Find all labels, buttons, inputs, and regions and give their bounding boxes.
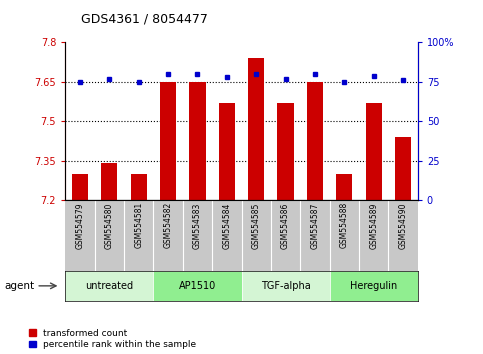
- Text: GSM554581: GSM554581: [134, 202, 143, 249]
- Bar: [154, 271, 242, 301]
- Text: GSM554588: GSM554588: [340, 202, 349, 249]
- Text: TGF-alpha: TGF-alpha: [261, 281, 311, 291]
- Bar: [336, 174, 353, 200]
- Bar: [395, 137, 411, 200]
- Bar: [307, 82, 323, 200]
- Bar: [72, 174, 88, 200]
- Text: GDS4361 / 8054477: GDS4361 / 8054477: [82, 12, 208, 25]
- Text: untreated: untreated: [85, 281, 133, 291]
- Bar: [219, 103, 235, 200]
- Bar: [366, 103, 382, 200]
- Bar: [65, 271, 154, 301]
- Text: GSM554587: GSM554587: [311, 202, 319, 249]
- Text: GSM554583: GSM554583: [193, 202, 202, 249]
- Text: Heregulin: Heregulin: [350, 281, 398, 291]
- Text: AP1510: AP1510: [179, 281, 216, 291]
- Text: GSM554589: GSM554589: [369, 202, 378, 249]
- Bar: [242, 271, 330, 301]
- Text: GSM554586: GSM554586: [281, 202, 290, 249]
- Text: GSM554584: GSM554584: [222, 202, 231, 249]
- Text: GSM554579: GSM554579: [75, 202, 85, 249]
- Bar: [160, 82, 176, 200]
- Text: agent: agent: [5, 281, 35, 291]
- Bar: [278, 103, 294, 200]
- Text: GSM554590: GSM554590: [398, 202, 408, 249]
- Text: GSM554585: GSM554585: [252, 202, 261, 249]
- Bar: [130, 174, 147, 200]
- Bar: [189, 82, 205, 200]
- Legend: transformed count, percentile rank within the sample: transformed count, percentile rank withi…: [28, 329, 196, 349]
- Bar: [329, 271, 418, 301]
- Text: GSM554580: GSM554580: [105, 202, 114, 249]
- Bar: [248, 58, 264, 200]
- Bar: [101, 163, 117, 200]
- Text: GSM554582: GSM554582: [164, 202, 172, 249]
